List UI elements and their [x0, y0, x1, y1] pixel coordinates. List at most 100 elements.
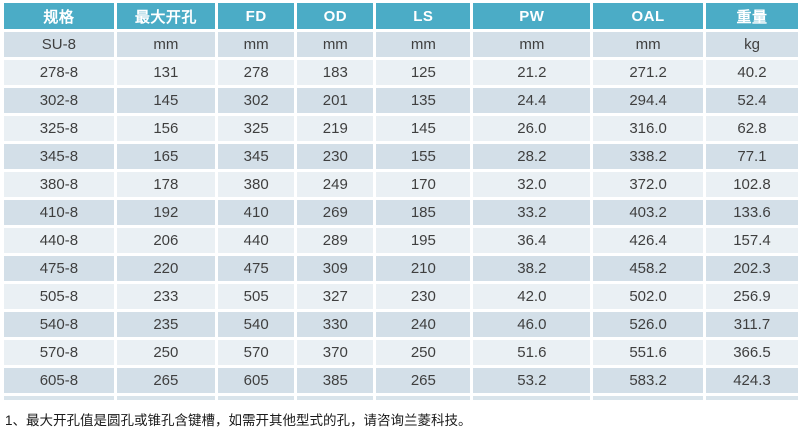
data-cell: 21.2 — [473, 60, 591, 85]
data-cell: 133.6 — [705, 200, 798, 225]
table-row: 380-8 178 380 249 170 32.0 372.0 102.8 — [4, 172, 798, 197]
data-cell: 385 — [297, 368, 374, 393]
data-cell: 440 — [217, 228, 295, 253]
data-cell: 46.0 — [473, 312, 591, 337]
data-cell: 125 — [376, 60, 471, 85]
data-cell: 233 — [116, 284, 215, 309]
data-cell: 278 — [217, 60, 295, 85]
table-row: 540-8 235 540 330 240 46.0 526.0 311.7 — [4, 312, 798, 337]
header-cell: 重量 — [705, 3, 798, 29]
data-cell: 551.6 — [593, 340, 703, 365]
data-cell: 165 — [116, 144, 215, 169]
table-row: 325-8 156 325 219 145 26.0 316.0 62.8 — [4, 116, 798, 141]
data-cell: 24.4 — [473, 88, 591, 113]
data-cell: 219 — [297, 116, 374, 141]
data-cell: 155 — [376, 144, 471, 169]
header-cell: 最大开孔 — [116, 3, 215, 29]
data-cell: 302-8 — [4, 88, 114, 113]
data-cell: 316.0 — [593, 116, 703, 141]
data-cell: 475 — [217, 256, 295, 281]
data-cell: 325 — [217, 116, 295, 141]
data-cell: 605-8 — [4, 368, 114, 393]
data-cell: 502.0 — [593, 284, 703, 309]
data-cell: mm — [376, 32, 471, 57]
spec-table: 规格 最大开孔 FD OD LS PW OAL 重量 SU-8 mm mm mm mm mm mm kg 27… — [1, 0, 801, 403]
data-cell: 36.4 — [473, 228, 591, 253]
table-bottom-strip — [4, 396, 798, 400]
data-cell: 62.8 — [705, 116, 798, 141]
data-cell: 410-8 — [4, 200, 114, 225]
data-cell: 185 — [376, 200, 471, 225]
data-cell: 206 — [116, 228, 215, 253]
data-cell — [376, 396, 471, 400]
table-row: 475-8 220 475 309 210 38.2 458.2 202.3 — [4, 256, 798, 281]
data-cell: 327 — [297, 284, 374, 309]
data-cell: 183 — [297, 60, 374, 85]
data-cell: 345-8 — [4, 144, 114, 169]
data-cell: 309 — [297, 256, 374, 281]
data-cell: 325-8 — [4, 116, 114, 141]
data-cell: 540-8 — [4, 312, 114, 337]
data-cell: 294.4 — [593, 88, 703, 113]
data-cell: mm — [473, 32, 591, 57]
table-row: 345-8 165 345 230 155 28.2 338.2 77.1 — [4, 144, 798, 169]
table-row: 570-8 250 570 370 250 51.6 551.6 366.5 — [4, 340, 798, 365]
data-cell: 102.8 — [705, 172, 798, 197]
data-cell: 202.3 — [705, 256, 798, 281]
data-cell: 145 — [116, 88, 215, 113]
data-cell: 38.2 — [473, 256, 591, 281]
data-cell: 440-8 — [4, 228, 114, 253]
data-cell: 210 — [376, 256, 471, 281]
data-cell: 289 — [297, 228, 374, 253]
data-cell: 53.2 — [473, 368, 591, 393]
data-cell: 505-8 — [4, 284, 114, 309]
data-cell: 192 — [116, 200, 215, 225]
data-cell: 28.2 — [473, 144, 591, 169]
data-cell: 195 — [376, 228, 471, 253]
data-cell: 40.2 — [705, 60, 798, 85]
data-cell: 505 — [217, 284, 295, 309]
data-cell: mm — [593, 32, 703, 57]
spec-table-body: SU-8 mm mm mm mm mm mm kg 278-8 131 278 183 125 21.2 2… — [4, 32, 798, 400]
table-row: 605-8 265 605 385 265 53.2 583.2 424.3 — [4, 368, 798, 393]
data-cell — [4, 396, 114, 400]
data-cell: 250 — [376, 340, 471, 365]
data-cell: 426.4 — [593, 228, 703, 253]
data-cell: 410 — [217, 200, 295, 225]
data-cell — [297, 396, 374, 400]
data-cell: 230 — [376, 284, 471, 309]
data-cell: 26.0 — [473, 116, 591, 141]
data-cell: mm — [297, 32, 374, 57]
data-cell: 42.0 — [473, 284, 591, 309]
data-cell: 338.2 — [593, 144, 703, 169]
data-cell: 570 — [217, 340, 295, 365]
data-cell: 269 — [297, 200, 374, 225]
header-cell: OAL — [593, 3, 703, 29]
data-cell: 458.2 — [593, 256, 703, 281]
data-cell: 424.3 — [705, 368, 798, 393]
table-row: 410-8 192 410 269 185 33.2 403.2 133.6 — [4, 200, 798, 225]
data-cell: 271.2 — [593, 60, 703, 85]
data-cell: 156 — [116, 116, 215, 141]
data-cell: 265 — [376, 368, 471, 393]
table-header-row: 规格 最大开孔 FD OD LS PW OAL 重量 — [4, 3, 798, 29]
data-cell: 240 — [376, 312, 471, 337]
data-cell — [705, 396, 798, 400]
data-cell: 250 — [116, 340, 215, 365]
data-cell: 249 — [297, 172, 374, 197]
data-cell: 302 — [217, 88, 295, 113]
data-cell: 51.6 — [473, 340, 591, 365]
table-row: 302-8 145 302 201 135 24.4 294.4 52.4 — [4, 88, 798, 113]
data-cell: 33.2 — [473, 200, 591, 225]
header-cell: 规格 — [4, 3, 114, 29]
data-cell — [217, 396, 295, 400]
data-cell: 370 — [297, 340, 374, 365]
data-cell: kg — [705, 32, 798, 57]
header-cell: LS — [376, 3, 471, 29]
data-cell: 345 — [217, 144, 295, 169]
data-cell: 265 — [116, 368, 215, 393]
data-cell: 77.1 — [705, 144, 798, 169]
data-cell: 230 — [297, 144, 374, 169]
data-cell: 178 — [116, 172, 215, 197]
